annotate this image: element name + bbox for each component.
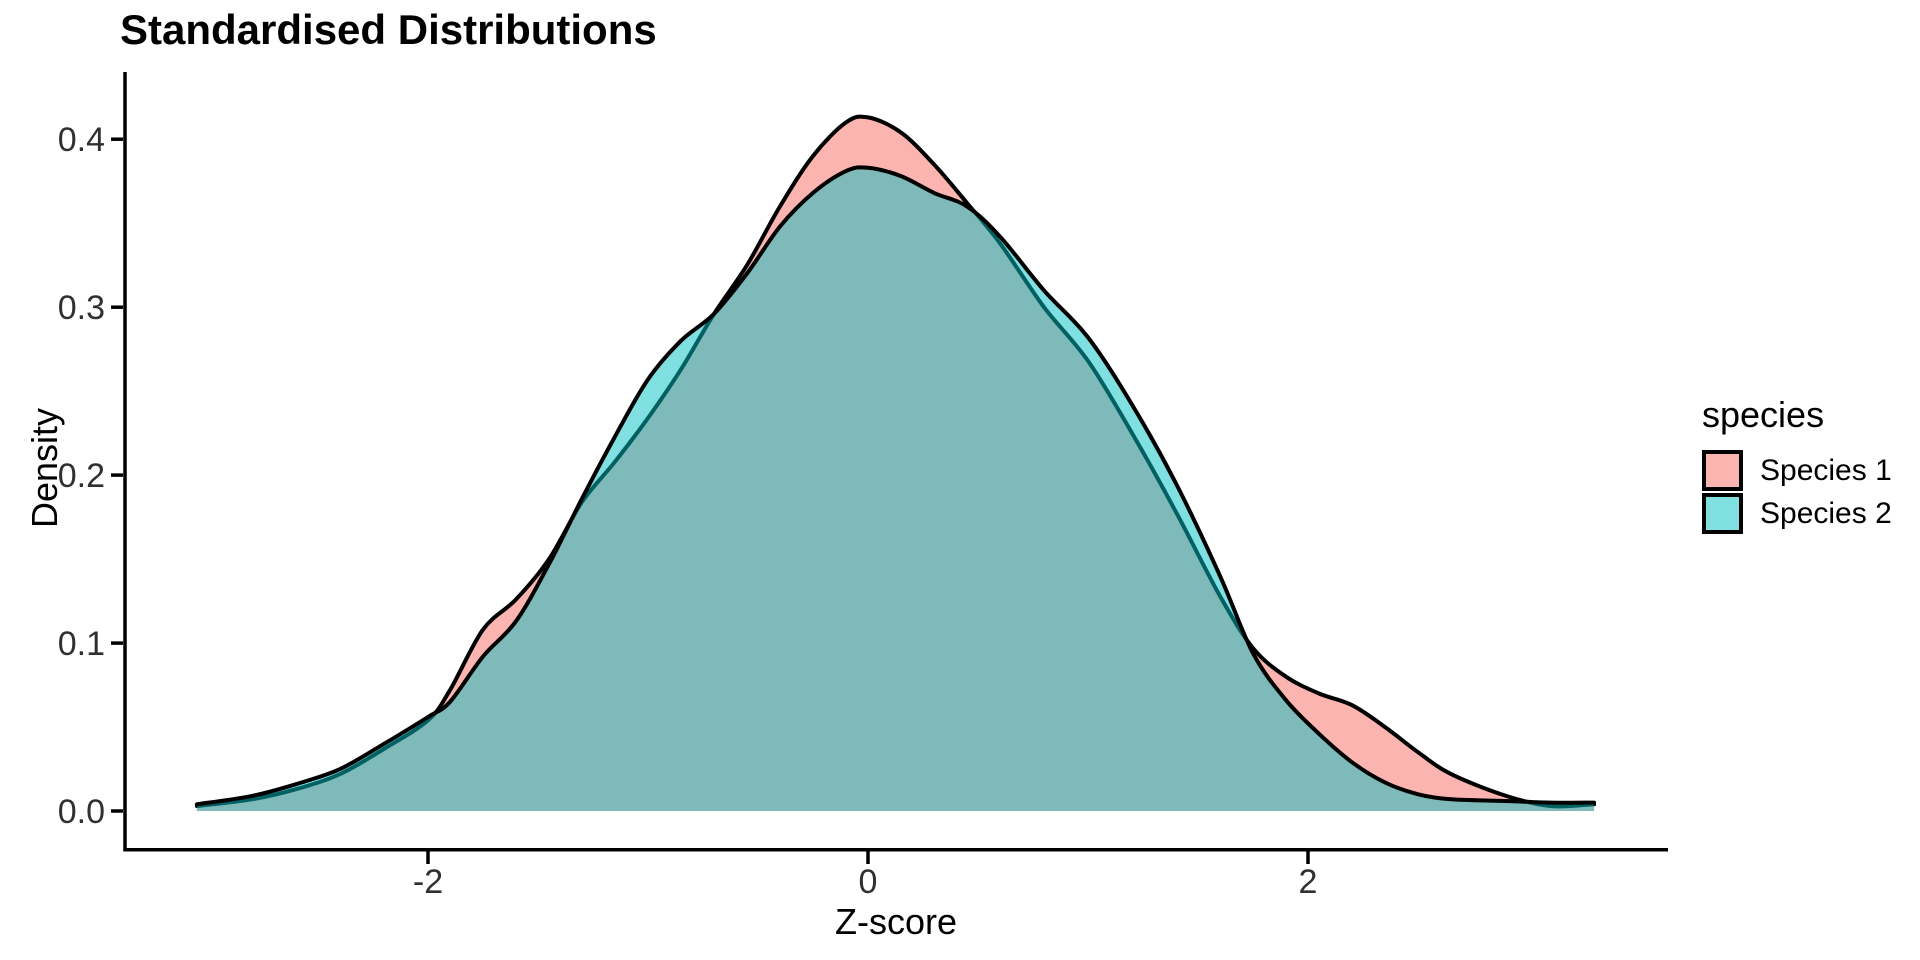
legend-entry-label: Species 2 bbox=[1760, 496, 1892, 530]
x-axis-title: Z-score bbox=[834, 901, 958, 942]
legend: species Species 1 Species 2 bbox=[1702, 394, 1892, 536]
x-tick-label: -2 bbox=[413, 863, 443, 901]
y-tick-label: 0.0 bbox=[58, 793, 105, 831]
y-axis-title: Density bbox=[24, 407, 65, 529]
axis-lines bbox=[123, 72, 1668, 852]
chart-title: Standardised Distributions bbox=[120, 6, 657, 53]
x-tick-label: 2 bbox=[1299, 863, 1318, 901]
y-tick-label: 0.3 bbox=[58, 289, 105, 327]
legend-title: species bbox=[1702, 394, 1825, 435]
legend-entry-1: Species 1 bbox=[1702, 450, 1892, 491]
legend-items: Species 1 Species 2 bbox=[1702, 450, 1892, 534]
legend-key-swatch bbox=[1702, 493, 1743, 534]
legend-entry-label: Species 1 bbox=[1760, 453, 1892, 487]
species-2-curve bbox=[194, 165, 1597, 807]
y-tick-label: 0.4 bbox=[58, 121, 105, 159]
y-tick-label: 0.1 bbox=[58, 625, 105, 663]
species-1-curve bbox=[194, 114, 1597, 809]
legend-key-swatch bbox=[1702, 450, 1743, 491]
x-tick-label: 0 bbox=[859, 863, 878, 901]
y-tick-label: 0.2 bbox=[58, 457, 105, 495]
species-2-area bbox=[196, 167, 1595, 811]
legend-entry-2: Species 2 bbox=[1702, 493, 1892, 534]
